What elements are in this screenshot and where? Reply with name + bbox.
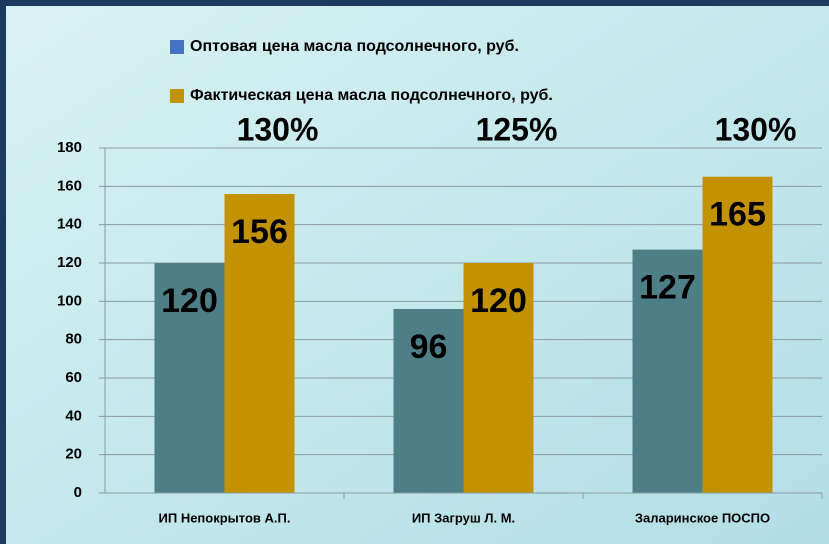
bar <box>154 263 225 493</box>
y-tick-label: 40 <box>65 407 82 424</box>
value-label: 127 <box>639 269 696 307</box>
annotation: 125% <box>476 111 558 147</box>
y-tick-label: 180 <box>57 139 82 156</box>
y-tick-label: 20 <box>65 446 82 463</box>
bar <box>632 249 703 493</box>
value-label: 156 <box>231 213 288 251</box>
legend-marker <box>170 40 184 54</box>
annotation: 130% <box>237 111 319 147</box>
legend-label: Оптовая цена масла подсолнечного, руб. <box>190 38 519 55</box>
bar <box>702 176 773 493</box>
x-tick-label: ИП Загруш Л. М. <box>412 510 515 525</box>
value-label: 120 <box>161 282 218 320</box>
bar <box>393 309 464 493</box>
value-label: 96 <box>410 328 448 366</box>
annotation: 130% <box>715 111 797 147</box>
y-tick-label: 80 <box>65 331 82 348</box>
y-tick-label: 160 <box>57 177 82 194</box>
y-tick-label: 60 <box>65 369 82 386</box>
bar <box>463 263 534 493</box>
y-tick-label: 140 <box>57 216 82 233</box>
x-tick-label: ИП Непокрытов А.П. <box>159 510 291 525</box>
x-tick-label: Заларинское ПОСПО <box>635 510 770 525</box>
value-label: 165 <box>709 196 766 234</box>
legend-marker <box>170 89 184 103</box>
value-label: 120 <box>470 282 527 320</box>
y-tick-label: 120 <box>57 254 82 271</box>
y-tick-label: 100 <box>57 292 82 309</box>
legend-label: Фактическая цена масла подсолнечного, ру… <box>190 87 553 104</box>
y-tick-label: 0 <box>74 484 82 501</box>
bar <box>224 194 295 493</box>
